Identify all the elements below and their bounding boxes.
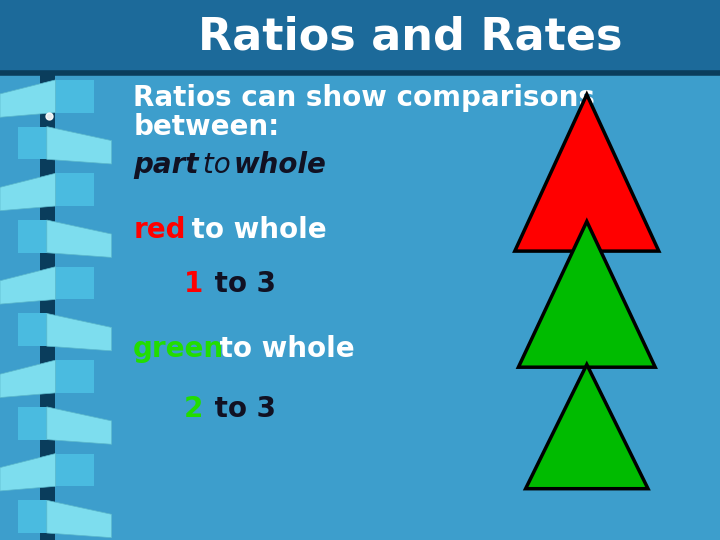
Polygon shape: [18, 313, 47, 346]
Polygon shape: [55, 80, 94, 113]
FancyBboxPatch shape: [0, 0, 720, 73]
Polygon shape: [18, 126, 47, 159]
Text: Ratios can show comparisons: Ratios can show comparisons: [133, 84, 595, 112]
Polygon shape: [526, 364, 648, 489]
Text: whole: whole: [234, 151, 327, 179]
Text: green: green: [133, 335, 225, 363]
Polygon shape: [55, 454, 94, 487]
Text: to 3: to 3: [205, 395, 276, 423]
Text: red: red: [133, 216, 186, 244]
Text: to whole: to whole: [182, 216, 327, 244]
Text: to whole: to whole: [210, 335, 355, 363]
Polygon shape: [515, 94, 659, 251]
Text: 2: 2: [184, 395, 203, 423]
Polygon shape: [0, 454, 55, 491]
Polygon shape: [47, 407, 112, 444]
Polygon shape: [18, 220, 47, 253]
Text: part: part: [133, 151, 199, 179]
Text: to: to: [194, 151, 240, 179]
Polygon shape: [47, 313, 112, 351]
Polygon shape: [0, 267, 55, 304]
FancyBboxPatch shape: [40, 73, 55, 540]
Polygon shape: [0, 173, 55, 211]
Polygon shape: [18, 407, 47, 440]
Polygon shape: [55, 360, 94, 393]
Polygon shape: [18, 500, 47, 533]
Polygon shape: [518, 221, 655, 367]
Polygon shape: [0, 360, 55, 397]
Polygon shape: [55, 267, 94, 300]
Polygon shape: [55, 173, 94, 206]
Text: Ratios and Rates: Ratios and Rates: [198, 15, 623, 58]
Text: between:: between:: [133, 113, 279, 141]
Text: to 3: to 3: [205, 270, 276, 298]
Text: 1: 1: [184, 270, 203, 298]
Polygon shape: [47, 500, 112, 538]
Polygon shape: [0, 80, 55, 117]
Polygon shape: [47, 126, 112, 164]
Polygon shape: [47, 220, 112, 258]
